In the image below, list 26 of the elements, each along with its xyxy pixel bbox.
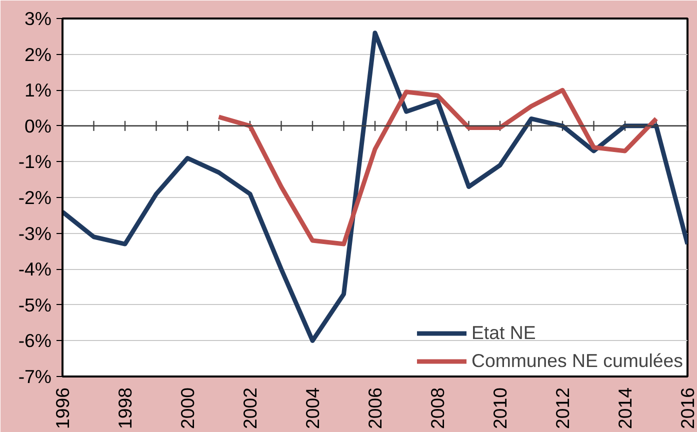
- x-tick-label: 2012: [552, 387, 573, 430]
- x-tick-label: 2000: [177, 387, 198, 430]
- y-tick-label: -2%: [18, 187, 52, 208]
- y-tick-label: -6%: [18, 330, 52, 352]
- x-tick-label: 2008: [427, 387, 448, 430]
- x-tick-label: 2002: [240, 387, 260, 430]
- y-tick-label: 1%: [24, 80, 52, 101]
- y-tick-label: -4%: [18, 258, 52, 280]
- x-tick-label: 2004: [302, 387, 323, 430]
- y-tick-label: -3%: [18, 222, 52, 244]
- x-tick-label: 2014: [614, 387, 636, 430]
- y-tick-label: -7%: [18, 366, 52, 387]
- x-tick-label: 2010: [490, 387, 510, 430]
- line-series: [62, 30, 688, 343]
- y-tick-label: 0%: [24, 115, 52, 136]
- x-tick-label: 2006: [364, 387, 386, 430]
- y-tick-label: -1%: [18, 151, 52, 172]
- legend-label: Communes NE cumulées: [471, 350, 683, 372]
- x-tick-label: 1998: [114, 387, 136, 430]
- x-tick-label: 1996: [52, 387, 73, 430]
- line-series: [216, 88, 658, 246]
- legend-label: Etat NE: [471, 322, 536, 344]
- y-tick-label: 2%: [24, 44, 52, 65]
- y-tick-label: -5%: [18, 294, 52, 316]
- y-tick-label: 3%: [24, 8, 52, 29]
- x-tick-label: 2016: [677, 387, 697, 430]
